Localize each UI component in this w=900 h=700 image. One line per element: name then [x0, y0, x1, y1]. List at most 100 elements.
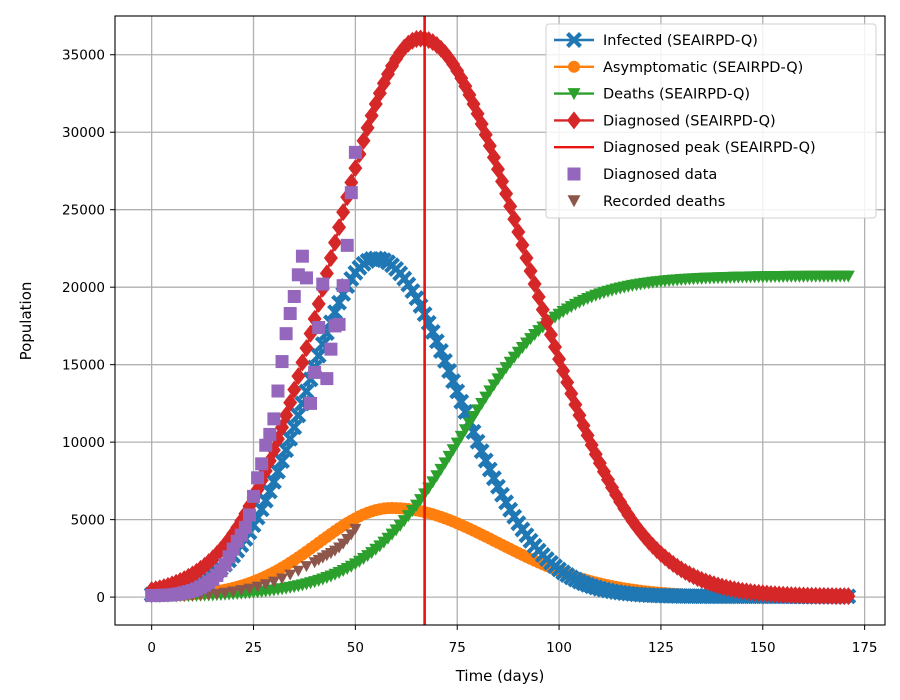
series-marker: [404, 283, 421, 300]
legend-marker: [567, 167, 581, 181]
series-marker: [257, 492, 274, 509]
recorded-death-point: [300, 561, 313, 573]
diagnosed-data-point: [263, 427, 277, 441]
series-marker: [494, 486, 511, 503]
series-marker: [290, 407, 307, 424]
series-marker: [477, 452, 494, 469]
series-marker: [432, 343, 449, 359]
series-marker: [441, 363, 458, 379]
legend-label: Recorded deaths: [603, 194, 725, 210]
diagnosed-data-point: [320, 372, 334, 386]
series-marker: [265, 473, 282, 490]
legend-entry: Diagnosed data: [567, 167, 717, 183]
recorded-death-point: [219, 587, 231, 599]
recorded-death-point: [251, 581, 264, 593]
series-marker: [515, 235, 530, 254]
series-marker: [311, 294, 326, 313]
y-tick-label: 30000: [62, 125, 105, 141]
y-tick-label: 15000: [62, 358, 105, 374]
diagnosed-data-point: [251, 471, 265, 485]
series-marker: [356, 131, 371, 150]
x-tick-label: 0: [147, 640, 156, 656]
recorded-death-point: [276, 573, 289, 585]
series-marker: [568, 60, 580, 73]
diagnosed-data-point: [340, 238, 354, 252]
series-marker: [269, 463, 286, 480]
legend-entry: Asymptomatic (SEAIRPD-Q): [554, 60, 803, 76]
series-marker: [323, 248, 338, 267]
x-axis-label: Time (days): [455, 667, 545, 685]
x-tick-label: 75: [449, 640, 466, 656]
y-tick-label: 25000: [62, 203, 105, 219]
diagnosed-data-point: [267, 412, 281, 426]
series-marker: [295, 353, 310, 372]
series-marker: [531, 287, 546, 306]
y-tick-label: 20000: [62, 280, 105, 296]
recorded-death-point: [259, 579, 272, 591]
recorded-death-point: [243, 583, 256, 595]
series-marker: [498, 494, 515, 511]
series-marker: [332, 218, 347, 237]
recorded-death-point: [235, 585, 248, 597]
x-tick-label: 50: [347, 640, 364, 656]
series-marker: [437, 352, 453, 369]
series-marker: [242, 497, 257, 516]
diagnosed-data-point: [316, 277, 330, 291]
y-axis-label: Population: [17, 282, 35, 361]
series-marker: [424, 323, 441, 340]
series-marker: [841, 587, 856, 606]
diagnosed-data-point: [308, 365, 322, 379]
series-marker: [336, 203, 351, 222]
series-marker: [473, 443, 490, 460]
legend-entry: Deaths (SEAIRPD-Q): [554, 87, 750, 103]
legend-label: Asymptomatic (SEAIRPD-Q): [603, 60, 803, 76]
x-tick-label: 150: [750, 640, 776, 656]
series-marker: [278, 442, 295, 459]
legend-entry: Infected (SEAIRPD-Q): [554, 32, 758, 49]
diagnosed-data-series: [145, 145, 362, 603]
diagnosed-data-point: [279, 327, 293, 341]
diagnosed-data-point: [336, 279, 350, 293]
diagnosed-data-point: [324, 342, 338, 356]
diagnosed-data-point: [255, 457, 269, 471]
diagnosed-data-point: [304, 396, 318, 410]
diagnosed-data-point: [348, 145, 362, 159]
legend-entry: Diagnosed (SEAIRPD-Q): [554, 111, 776, 130]
series-marker: [449, 383, 466, 400]
diagnosed-data-point: [275, 355, 289, 369]
diagnosed-data-point: [247, 489, 261, 503]
x-tick-label: 25: [245, 640, 262, 656]
series-marker: [299, 339, 314, 358]
series-marker: [566, 32, 582, 48]
y-tick-label: 0: [96, 590, 105, 606]
legend-label: Diagnosed (SEAIRPD-Q): [603, 113, 776, 129]
series-marker: [503, 197, 518, 216]
series-marker: [465, 423, 482, 440]
recorded-death-point: [292, 565, 305, 577]
series-marker: [348, 159, 363, 178]
recorded-death-point: [349, 523, 362, 535]
plot-area: [143, 16, 857, 625]
recorded-death-point: [284, 569, 297, 581]
series-marker: [457, 403, 474, 420]
axes-layer: 0 25 50 75 100 125 150 175 0 5000 10000 15000 20000 2…: [62, 15, 886, 656]
series-marker: [327, 304, 343, 321]
series-marker: [261, 483, 278, 500]
recorded-death-point: [227, 586, 240, 598]
series-marker: [283, 393, 298, 412]
series-marker: [286, 419, 303, 436]
diagnosed-data-point: [312, 320, 326, 334]
series-marker: [567, 111, 581, 130]
diagnosed-data-point: [242, 508, 256, 522]
series-marker: [567, 88, 581, 101]
series-marker: [287, 380, 302, 399]
diagnosed-data-point: [332, 317, 346, 331]
legend-label: Diagnosed peak (SEAIRPD-Q): [603, 140, 816, 156]
legend-label: Infected (SEAIRPD-Q): [603, 33, 758, 49]
series-marker: [527, 274, 542, 293]
diagnosed-data-point: [238, 520, 252, 534]
recorded-death-point: [210, 588, 223, 600]
series-marker: [523, 261, 538, 280]
series-marker: [469, 433, 486, 450]
